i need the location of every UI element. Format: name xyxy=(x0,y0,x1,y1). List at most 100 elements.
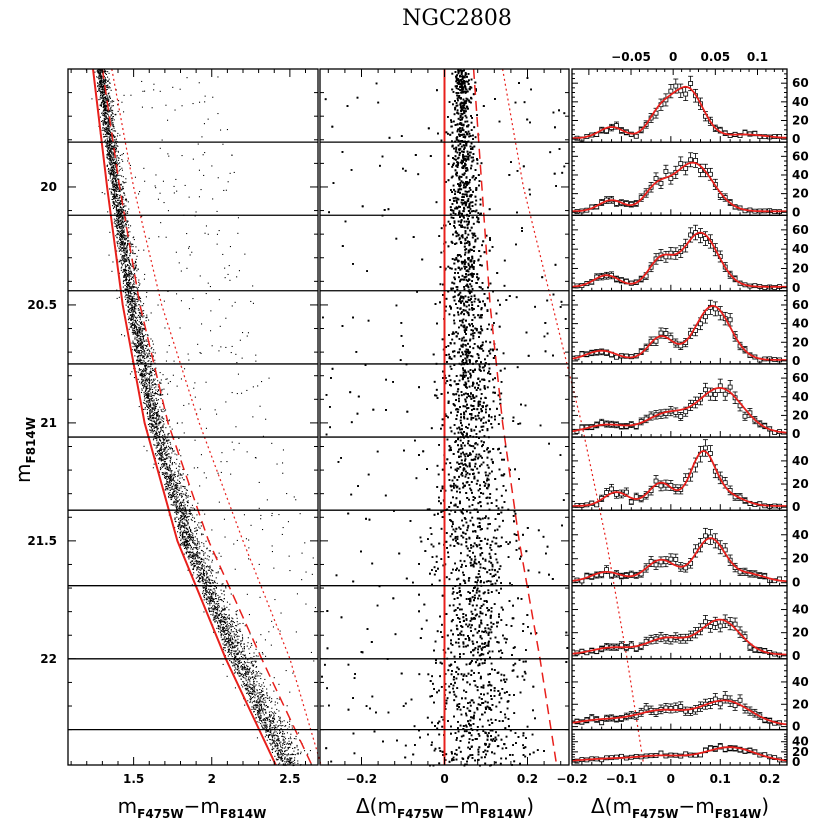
cmd-star xyxy=(188,359,190,361)
cmd-star xyxy=(152,408,154,410)
cmd-star xyxy=(137,358,139,360)
cmd-star xyxy=(102,92,104,94)
cmd-star xyxy=(104,97,106,99)
cmd-star xyxy=(154,437,156,439)
cmd-star xyxy=(124,205,126,207)
cmd-star xyxy=(281,721,283,723)
cmd-star xyxy=(124,270,126,272)
cmd-star xyxy=(130,323,132,325)
cmd-star xyxy=(236,641,238,643)
cmd-star xyxy=(179,474,181,476)
cmd-star xyxy=(131,314,133,316)
cmd-star xyxy=(103,99,105,101)
cmd-star xyxy=(113,127,115,129)
cmd-star xyxy=(255,655,257,657)
cmd-star xyxy=(223,637,225,639)
cmd-star xyxy=(258,704,260,706)
cmd-star xyxy=(230,593,232,595)
cmd-star xyxy=(113,205,115,207)
cmd-star xyxy=(111,191,113,193)
cmd-star xyxy=(137,268,139,270)
cmd-star xyxy=(162,457,164,459)
cmd-star xyxy=(121,263,123,265)
cmd-star xyxy=(201,534,203,536)
cmd-star xyxy=(113,171,115,173)
cmd-star xyxy=(168,432,170,434)
cmd-star xyxy=(152,404,154,406)
cmd-star xyxy=(203,590,205,592)
cmd-star xyxy=(265,712,267,714)
cmd-star xyxy=(140,341,142,343)
cmd-star xyxy=(110,134,112,136)
cmd-star xyxy=(221,615,223,617)
cmd-star xyxy=(107,211,109,213)
cmd-star xyxy=(102,80,104,82)
cmd-star xyxy=(206,572,208,574)
cmd-star xyxy=(170,473,172,475)
cmd-star xyxy=(128,300,130,302)
cmd-star xyxy=(165,454,167,456)
cmd-star xyxy=(226,623,228,625)
cmd-star xyxy=(131,316,133,318)
cmd-star xyxy=(241,634,243,636)
cmd-star xyxy=(133,327,135,329)
cmd-star xyxy=(141,332,143,334)
cmd-star xyxy=(183,544,185,546)
cmd-star xyxy=(203,574,205,576)
cmd-star xyxy=(231,623,233,625)
cmd-star xyxy=(107,145,109,147)
cmd-star xyxy=(128,283,130,285)
cmd-star xyxy=(155,427,157,429)
cmd-star xyxy=(157,454,159,456)
cmd-star xyxy=(224,639,226,641)
cmd-star xyxy=(101,101,103,103)
cmd-star xyxy=(154,406,156,408)
cmd-star xyxy=(248,558,250,560)
cmd-star xyxy=(271,698,273,700)
cmd-star xyxy=(142,385,144,387)
cmd-star xyxy=(152,414,154,416)
cmd-star xyxy=(265,697,267,699)
cmd-star xyxy=(140,383,142,385)
cmd-star xyxy=(124,335,126,337)
cmd-star xyxy=(105,80,107,82)
cmd-star xyxy=(230,623,232,625)
cmd-star xyxy=(135,298,137,300)
cmd-star xyxy=(151,430,153,432)
cmd-star xyxy=(220,555,222,557)
cmd-star xyxy=(200,572,202,574)
cmd-star xyxy=(177,501,179,503)
cmd-star xyxy=(260,715,262,717)
cmd-star xyxy=(143,355,145,357)
cmd-star xyxy=(126,260,128,262)
cmd-star xyxy=(100,72,102,74)
cmd-star xyxy=(258,711,260,713)
cmd-star xyxy=(243,665,245,667)
cmd-star xyxy=(198,557,200,559)
cmd-star xyxy=(166,465,168,467)
cmd-star xyxy=(268,735,270,737)
cmd-star xyxy=(104,135,106,137)
cmd-star xyxy=(130,246,132,248)
cmd-star xyxy=(312,557,314,559)
cmd-star xyxy=(160,428,162,430)
cmd-star xyxy=(211,165,213,167)
cmd-star xyxy=(100,91,102,93)
cmd-star xyxy=(149,395,151,397)
cmd-star xyxy=(114,174,116,176)
cmd-star xyxy=(167,453,169,455)
cmd-star xyxy=(240,678,242,680)
cmd-star xyxy=(226,606,228,608)
cmd-star xyxy=(133,293,135,295)
cmd-star xyxy=(225,640,227,642)
cmd-star xyxy=(182,535,184,537)
cmd-star xyxy=(107,151,109,153)
cmd-star xyxy=(244,684,246,686)
cmd-star xyxy=(132,324,134,326)
cmd-star xyxy=(151,107,153,109)
cmd-star xyxy=(102,77,104,79)
cmd-star xyxy=(124,242,126,244)
cmd-star xyxy=(280,753,282,755)
cmd-star xyxy=(117,212,119,214)
cmd-star xyxy=(136,316,138,318)
